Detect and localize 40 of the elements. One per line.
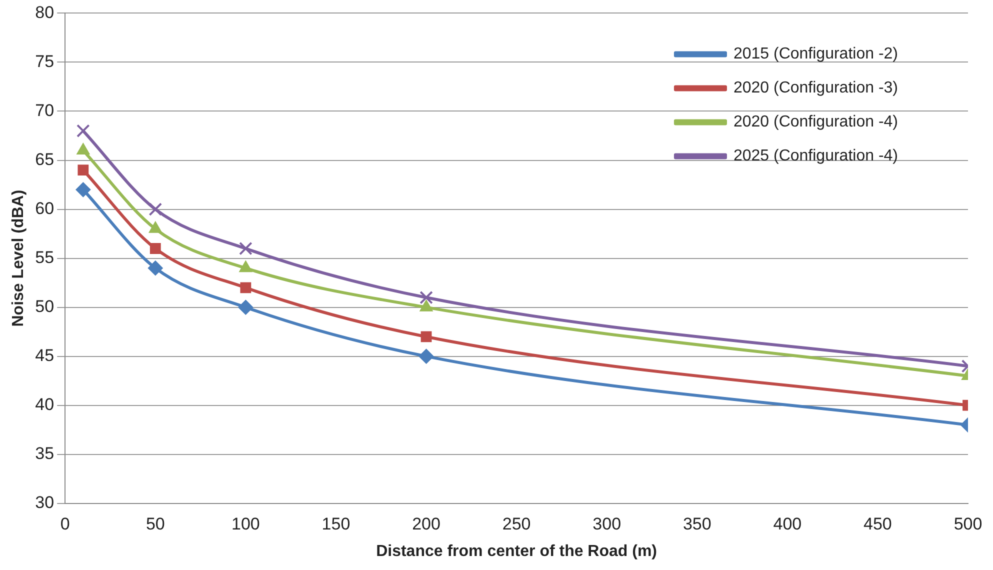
x-tick-label: 450 <box>864 514 892 534</box>
y-tick-label: 45 <box>35 346 54 366</box>
legend-label: 2020 (Configuration -3) <box>733 80 898 97</box>
y-tick-label: 65 <box>35 150 54 169</box>
point <box>240 282 252 294</box>
x-axis-title: Distance from center of the Road (m) <box>376 542 658 560</box>
y-tick-label: 60 <box>35 198 54 218</box>
point <box>76 182 91 198</box>
y-tick-label: 80 <box>35 2 54 22</box>
y-axis-title: Noise Level (dBA) <box>10 190 28 327</box>
point <box>420 331 432 342</box>
x-tick-label: 300 <box>592 514 622 534</box>
y-tick-label: 75 <box>35 52 54 71</box>
y-tick-label: 30 <box>35 493 54 512</box>
x-tick-label: 500 <box>954 514 982 534</box>
point <box>148 260 163 276</box>
x-tick-label: 250 <box>502 514 531 534</box>
point <box>148 202 162 216</box>
x-tick-label: 350 <box>682 514 712 534</box>
point <box>239 242 252 256</box>
x-tick-label: 0 <box>60 514 70 534</box>
point <box>420 290 433 304</box>
point <box>238 300 254 315</box>
x-tick-label: 150 <box>322 514 350 534</box>
x-tick-label: 200 <box>412 514 440 534</box>
legend-label: 2025 (Configuration -4) <box>733 148 898 165</box>
y-tick-label: 55 <box>35 248 54 267</box>
y-tick-label: 50 <box>35 297 54 316</box>
y-tick-label: 35 <box>35 444 54 464</box>
point <box>78 164 89 176</box>
point <box>76 124 90 138</box>
x-tick-label: 100 <box>232 514 260 534</box>
y-tick-label: 40 <box>35 395 54 414</box>
legend-label: 2020 (Configuration -4) <box>733 114 898 131</box>
y-tick-label: 70 <box>35 100 54 120</box>
legend-label: 2015 (Configuration -2) <box>733 46 898 63</box>
x-tick-label: 400 <box>773 514 802 534</box>
point <box>418 348 434 364</box>
point <box>150 243 161 254</box>
x-tick-label: 50 <box>146 514 165 534</box>
